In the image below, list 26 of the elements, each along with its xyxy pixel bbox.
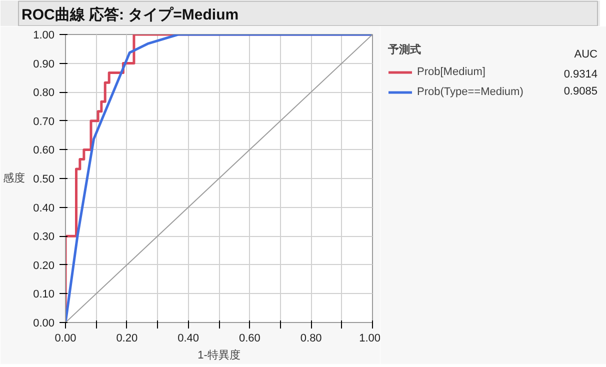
x-tick-label: 1.00	[359, 332, 381, 344]
y-tick-label: 0.80	[33, 87, 55, 100]
text: AUC	[574, 48, 598, 60]
y-tick-label: 0.60	[33, 144, 55, 157]
y-tick-label: 1.00	[33, 30, 55, 42]
text: 0.9314	[564, 68, 598, 80]
legend-label: Prob[Medium]	[417, 65, 486, 79]
y-tick-label: 0.50	[33, 174, 55, 186]
y-axis-title: 感度	[3, 172, 26, 184]
y-tick-label: 0.90	[33, 58, 55, 70]
x-tick-label: 0.40	[178, 332, 200, 344]
x-tick-label: 0.80	[300, 332, 322, 344]
y-tick-label: 0.20	[33, 260, 55, 272]
text: 0.9085	[564, 85, 598, 98]
x-axis-title: 1-特異度	[198, 348, 240, 362]
y-tick-label: 0.40	[33, 202, 55, 214]
y-tick-label: 0.70	[33, 116, 55, 128]
legend-label: Prob(Type==Medium)	[417, 85, 524, 99]
y-tick-label: 0.00	[33, 318, 55, 330]
y-tick-label: 0.30	[33, 231, 55, 244]
chart-title: ROC曲線 応答: タイプ=Medium	[22, 5, 239, 24]
y-tick-label: 0.10	[33, 288, 55, 301]
x-tick-label: 0.20	[116, 332, 138, 344]
x-tick-label: 0.00	[54, 332, 76, 344]
x-tick-label: 0.60	[238, 332, 260, 344]
legend-title: 予測式	[388, 42, 422, 57]
